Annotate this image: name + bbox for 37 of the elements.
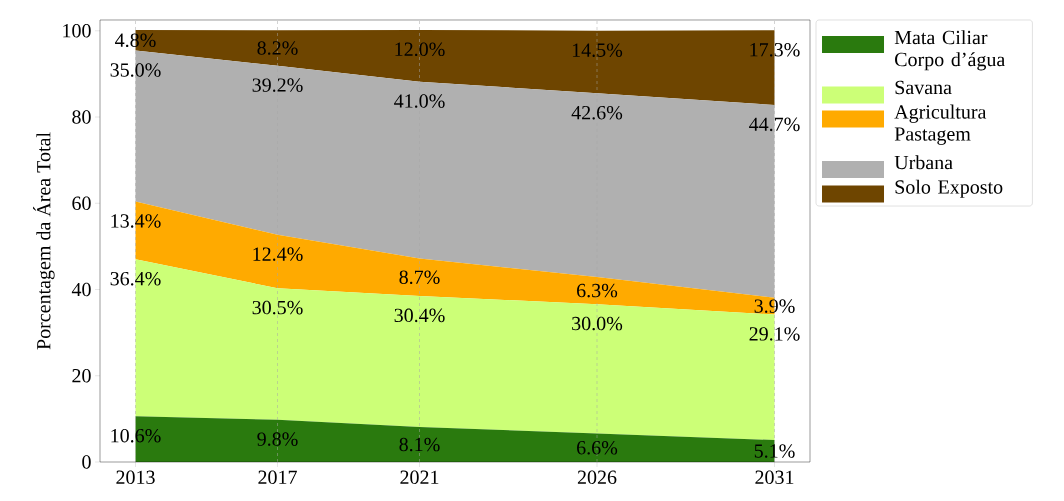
- legend-label: Solo Exposto: [895, 179, 1003, 198]
- data-label: 39.2%: [252, 78, 303, 92]
- data-label: 44.7%: [749, 117, 800, 132]
- y-tick-label: 80: [72, 110, 91, 124]
- y-tick-label: 60: [72, 196, 91, 211]
- data-label: 8.7%: [399, 270, 440, 285]
- legend-label: Agricultura Pastagem: [894, 104, 987, 145]
- x-tick-label: 2026: [577, 470, 617, 485]
- y-tick-label: 0: [82, 455, 91, 469]
- x-tick-label: 2013: [116, 470, 155, 485]
- data-label: 8.1%: [399, 437, 440, 452]
- legend-label: Urbana: [894, 155, 953, 170]
- data-label: 4.8%: [115, 33, 156, 48]
- x-tick-label: 2031: [755, 470, 794, 485]
- data-label: 29.1%: [749, 327, 800, 341]
- x-tick-label: 2021: [400, 470, 439, 485]
- data-label: 6.3%: [577, 283, 618, 298]
- y-tick-label: 40: [71, 282, 91, 297]
- data-label: 41.0%: [394, 94, 445, 108]
- y-tick-label: 100: [63, 24, 91, 38]
- y-axis-title: Porcentagem da Área Total: [33, 132, 55, 350]
- data-label: 30.0%: [572, 316, 623, 331]
- data-label: 9.8%: [257, 432, 298, 446]
- data-label: 14.5%: [572, 43, 623, 57]
- data-label: 36.4%: [110, 271, 161, 286]
- data-label: 6.6%: [577, 440, 618, 455]
- data-label: 42.6%: [571, 105, 623, 120]
- data-label: 30.4%: [394, 308, 445, 323]
- y-tick-label: 20: [72, 369, 91, 383]
- data-label: 30.5%: [252, 300, 303, 315]
- legend-label: Mata Ciliar Corpo d’água: [894, 30, 1006, 71]
- data-label: 12.4%: [253, 247, 303, 261]
- data-label: 8.2%: [257, 41, 298, 55]
- data-label: 35.0%: [110, 63, 161, 77]
- legend-label: Savana: [895, 80, 952, 95]
- data-label: 12.0%: [395, 42, 445, 57]
- x-tick-label: 2017: [258, 470, 297, 485]
